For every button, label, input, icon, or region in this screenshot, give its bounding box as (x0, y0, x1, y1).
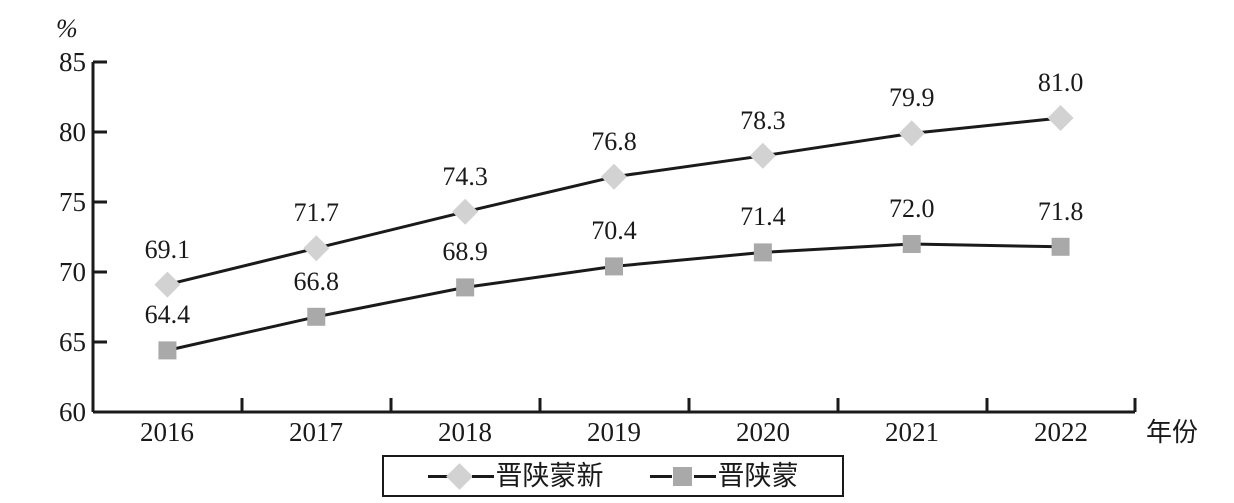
x-tick-label-2017: 2017 (289, 417, 343, 447)
x-tick-label-2021: 2021 (885, 417, 939, 447)
y-tick-label-60: 60 (59, 397, 86, 427)
data-point-diamond[interactable] (749, 142, 776, 169)
series-layer (154, 105, 1074, 360)
x-tick-label-2019: 2019 (587, 417, 641, 447)
data-label-2020-series2: 71.4 (740, 202, 786, 232)
y-tick-label-65: 65 (59, 327, 86, 357)
data-label-2020-series1: 78.3 (740, 105, 786, 135)
data-point-diamond[interactable] (898, 120, 925, 147)
y-tick-label-85: 85 (59, 47, 86, 77)
data-point-square[interactable] (605, 257, 623, 276)
data-label-2017-series2: 66.8 (293, 266, 340, 296)
y-axis-ticks (93, 60, 107, 344)
data-label-2016-series2: 64.4 (144, 300, 191, 330)
legend-label-jinshaanmeng: 晋陕蒙 (717, 460, 799, 491)
y-tick-label-70: 70 (59, 257, 86, 287)
x-tick-label-2022: 2022 (1034, 417, 1088, 447)
y-axis-unit-label: % (56, 14, 78, 43)
data-point-square[interactable] (307, 307, 326, 326)
legend: 晋陕蒙新 晋陕蒙 (382, 455, 844, 497)
data-label-2017-series1: 71.7 (293, 198, 340, 228)
data-point-diamond[interactable] (601, 163, 627, 190)
legend-label-jinshaanmengxin: 晋陕蒙新 (495, 460, 604, 491)
data-point-square[interactable] (902, 235, 921, 253)
data-label-2021-series2: 72.0 (888, 194, 935, 223)
data-point-square[interactable] (456, 278, 475, 297)
data-label-2018-series2: 68.9 (442, 237, 488, 267)
data-point-diamond[interactable] (452, 198, 479, 225)
legend-diamond-marker-icon (427, 463, 494, 490)
data-label-2022-series1: 81.0 (1037, 68, 1084, 97)
legend-item-jinshaanmeng[interactable]: 晋陕蒙 (649, 460, 799, 491)
data-point-square[interactable] (158, 341, 177, 360)
x-axis-title: 年份 (1146, 418, 1199, 447)
data-label-2019-series1: 76.8 (591, 126, 637, 156)
data-point-square[interactable] (1051, 237, 1070, 256)
data-point-square[interactable] (753, 243, 772, 262)
data-point-diamond[interactable] (1047, 105, 1074, 131)
y-tick-label-80: 80 (59, 117, 86, 147)
x-axis-ticks (240, 398, 1137, 412)
data-label-2016-series1: 69.1 (144, 234, 191, 264)
data-label-2018-series1: 74.3 (442, 161, 488, 191)
data-label-2021-series1: 79.9 (888, 83, 935, 113)
legend-item-jinshaanmengxin[interactable]: 晋陕蒙新 (427, 460, 604, 491)
data-point-diamond[interactable] (154, 271, 181, 298)
x-tick-label-2018: 2018 (438, 417, 492, 447)
x-tick-label-2016: 2016 (140, 417, 194, 447)
x-tick-label-2020: 2020 (736, 417, 790, 447)
y-tick-label-75: 75 (59, 187, 86, 217)
data-point-diamond[interactable] (303, 235, 330, 262)
data-label-2019-series2: 70.4 (591, 216, 637, 246)
legend-square-marker-icon (649, 465, 716, 487)
data-label-2022-series2: 71.8 (1037, 196, 1084, 226)
